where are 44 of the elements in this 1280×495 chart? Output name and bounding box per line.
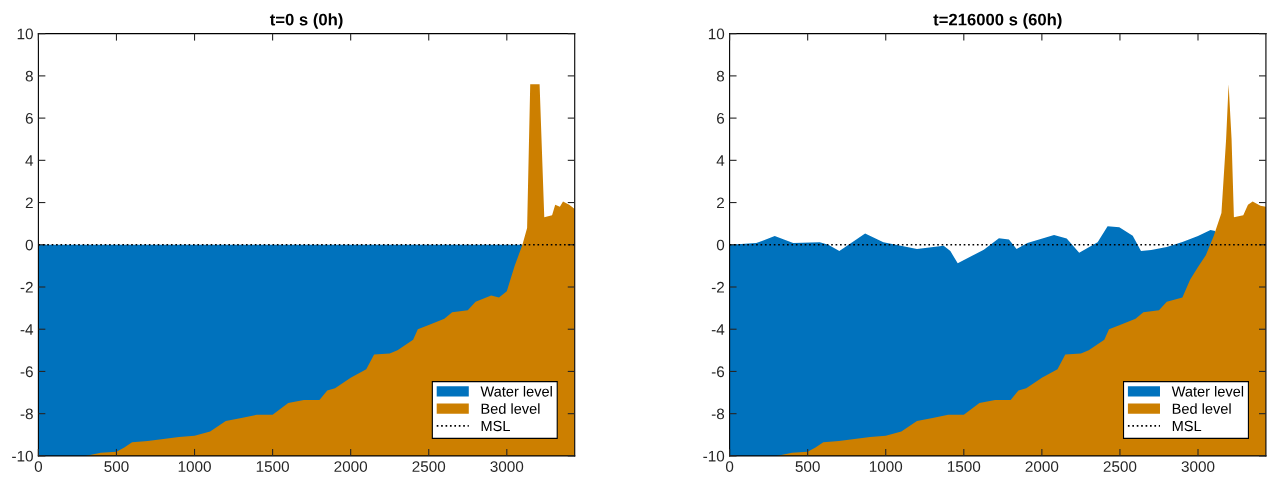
y-tick-label: 8 xyxy=(25,70,33,82)
x-tick-label: 1500 xyxy=(256,461,289,472)
legend-label: Bed level xyxy=(1172,403,1231,414)
y-tick-label: 0 xyxy=(716,239,725,251)
y-tick-label: -10 xyxy=(703,450,725,462)
y-tick-label: 8 xyxy=(716,70,725,82)
y-tick-label: -4 xyxy=(711,324,725,335)
x-tick-label: 0 xyxy=(34,461,43,472)
legend-label: Water level xyxy=(1171,385,1244,397)
chart-title: t=0 s (0h) xyxy=(269,13,343,29)
x-tick-label: 500 xyxy=(795,461,820,472)
y-tick-label: 4 xyxy=(25,155,34,166)
legend-label: MSL xyxy=(1172,420,1202,432)
y-tick-label: 6 xyxy=(717,112,725,124)
x-tick-label: 2500 xyxy=(1103,461,1137,472)
x-tick-label: 2000 xyxy=(334,461,368,472)
y-tick-label: 6 xyxy=(25,112,33,124)
y-tick-label: -6 xyxy=(711,366,725,378)
y-tick-label: 2 xyxy=(717,197,724,209)
y-tick-label: 10 xyxy=(17,28,33,40)
y-tick-label: -8 xyxy=(20,408,33,420)
x-tick-label: 0 xyxy=(725,461,734,472)
y-tick-label: 10 xyxy=(708,28,725,40)
y-tick-label: 0 xyxy=(25,239,33,251)
legend-label: MSL xyxy=(481,420,510,432)
y-tick-label: -8 xyxy=(711,408,725,420)
x-tick-label: 500 xyxy=(104,461,129,472)
x-tick-label: 2000 xyxy=(1025,461,1059,472)
x-tick-label: 2500 xyxy=(412,461,446,472)
x-tick-label: 1000 xyxy=(869,461,903,472)
chart-title: t=216000 s (60h) xyxy=(933,13,1062,29)
x-tick-label: 1000 xyxy=(178,461,211,472)
x-tick-label: 3000 xyxy=(490,461,524,472)
x-tick-label: 1500 xyxy=(947,461,981,472)
legend-label: Water level xyxy=(480,385,552,397)
x-tick-label: 3000 xyxy=(1181,461,1215,472)
legend-label: Bed level xyxy=(481,403,540,414)
y-tick-label: -2 xyxy=(711,281,724,293)
y-tick-label: -2 xyxy=(20,281,33,293)
y-tick-label: -4 xyxy=(20,324,34,335)
y-tick-label: 4 xyxy=(716,155,725,166)
y-tick-label: -10 xyxy=(12,450,33,462)
y-tick-label: -6 xyxy=(20,366,33,378)
y-tick-label: 2 xyxy=(25,197,33,209)
